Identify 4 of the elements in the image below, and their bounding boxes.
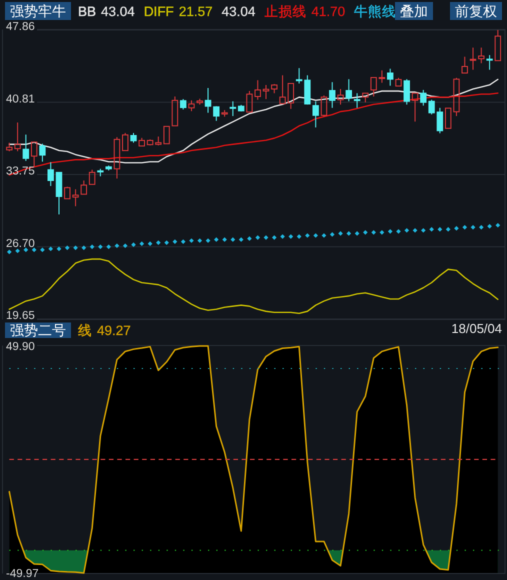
title: 强势二号 — [5, 322, 71, 338]
title: 强势牢牛 — [5, 2, 71, 20]
chart-title: 强势牢牛 — [10, 3, 66, 19]
chart-title: 强势二号 — [10, 322, 66, 338]
